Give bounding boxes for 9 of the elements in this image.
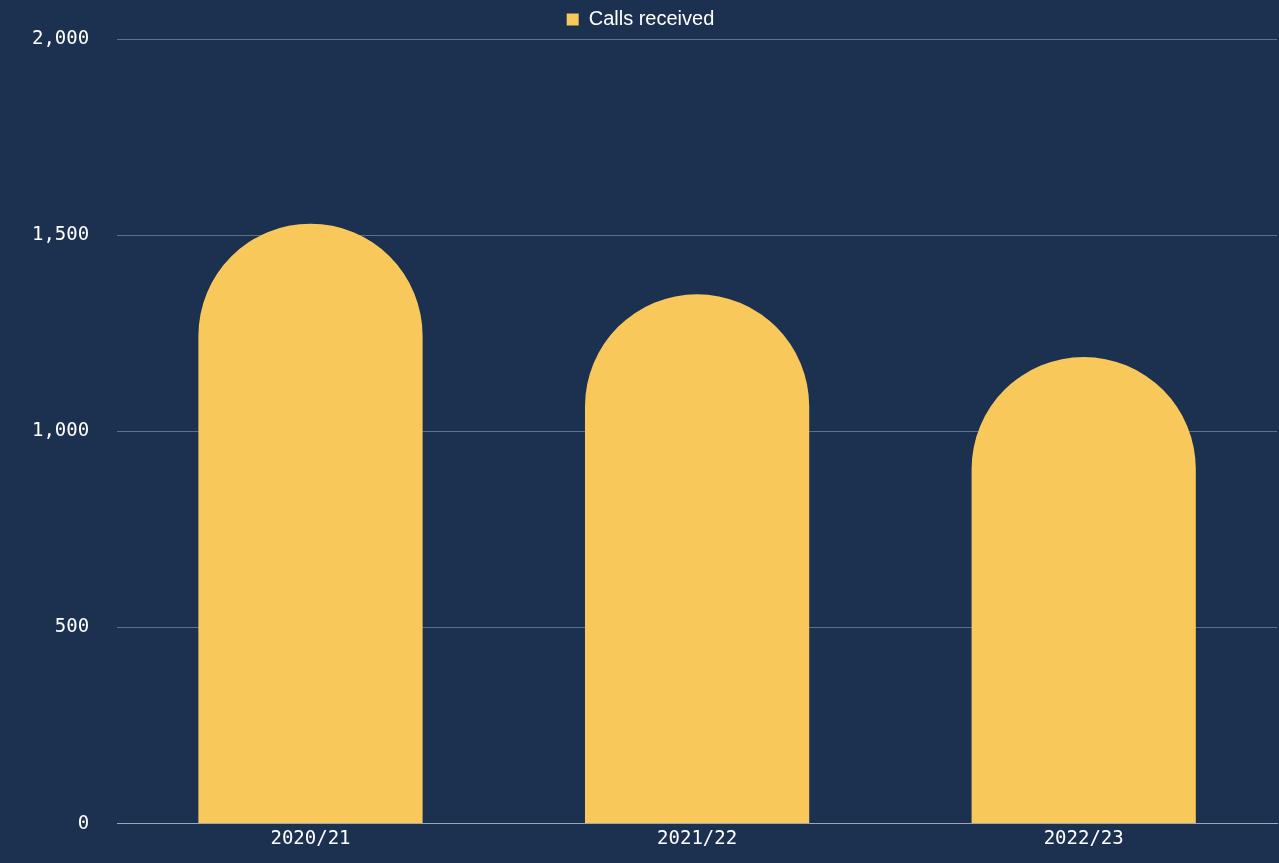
x-tick-label: 2020/21 [270, 825, 351, 848]
y-tick-label: 500 [54, 614, 90, 637]
y-tick-label: 1,000 [31, 418, 90, 441]
y-tick-label: 2,000 [31, 26, 90, 49]
y-tick-label: 1,500 [31, 222, 90, 245]
x-tick-label: 2021/22 [657, 825, 738, 848]
legend-label: Calls received [588, 6, 715, 29]
x-tick-label: 2022/23 [1043, 825, 1124, 848]
y-tick-label: 0 [77, 810, 90, 833]
